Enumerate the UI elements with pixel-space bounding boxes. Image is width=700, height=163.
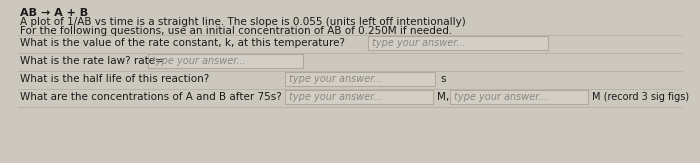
FancyBboxPatch shape xyxy=(148,54,303,68)
Text: s: s xyxy=(440,74,445,84)
Text: AB → A + B: AB → A + B xyxy=(20,8,88,18)
Text: type your answer...: type your answer... xyxy=(372,38,466,48)
Text: M,: M, xyxy=(437,92,449,102)
Text: For the following questions, use an initial concentration of AB of 0.250M if nee: For the following questions, use an init… xyxy=(20,26,452,36)
Text: What are the concentrations of A and B after 75s?: What are the concentrations of A and B a… xyxy=(20,92,281,102)
Text: type your answer...: type your answer... xyxy=(152,56,246,66)
Text: What is the half life of this reaction?: What is the half life of this reaction? xyxy=(20,74,209,84)
Text: What is the rate law? rate=: What is the rate law? rate= xyxy=(20,56,164,66)
FancyBboxPatch shape xyxy=(285,72,435,86)
Text: type your answer...: type your answer... xyxy=(454,92,547,102)
Text: type your answer...: type your answer... xyxy=(289,74,383,84)
Text: M (record 3 sig figs): M (record 3 sig figs) xyxy=(592,92,689,102)
FancyBboxPatch shape xyxy=(368,36,548,50)
Text: type your answer...: type your answer... xyxy=(289,92,383,102)
FancyBboxPatch shape xyxy=(450,90,588,104)
FancyBboxPatch shape xyxy=(285,90,433,104)
Text: What is the value of the rate constant, k, at this temperature?: What is the value of the rate constant, … xyxy=(20,38,345,48)
Text: A plot of 1/AB vs time is a straight line. The slope is 0.055 (units left off in: A plot of 1/AB vs time is a straight lin… xyxy=(20,17,466,27)
